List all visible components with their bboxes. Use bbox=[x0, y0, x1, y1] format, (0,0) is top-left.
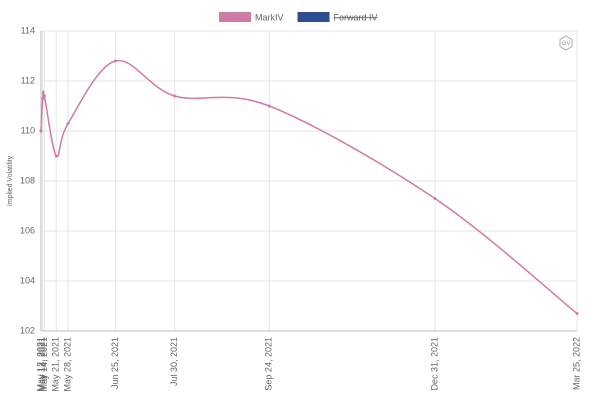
point bbox=[54, 154, 58, 158]
point bbox=[113, 59, 117, 63]
y-tick-label: 106 bbox=[20, 225, 35, 235]
y-tick-label: 104 bbox=[20, 275, 35, 285]
y-tick-label: 102 bbox=[20, 325, 35, 335]
legend-label: MarkIV bbox=[255, 12, 284, 22]
y-axis-title: Implied Volatility bbox=[7, 155, 14, 206]
logo-frame bbox=[559, 35, 573, 51]
legend-swatch bbox=[219, 12, 251, 22]
x-tick-label: Jul 30, 2021 bbox=[169, 337, 179, 386]
point bbox=[41, 97, 45, 100]
x-tick-label: May 21, 2021 bbox=[51, 337, 61, 392]
y-tick-label: 114 bbox=[21, 25, 35, 35]
x-tick-label: Dec 31, 2021 bbox=[429, 337, 439, 391]
point bbox=[267, 104, 271, 108]
point bbox=[66, 122, 70, 125]
x-tick-label: May 14, 2021 bbox=[39, 337, 49, 392]
x-tick-label: May 12, 2021 bbox=[35, 337, 45, 392]
x-tick-label: Mar 25, 2022 bbox=[571, 337, 581, 390]
y-tick-label: 108 bbox=[20, 175, 35, 185]
x-tick-label: Sep 24, 2021 bbox=[264, 337, 274, 391]
point bbox=[575, 312, 579, 315]
y-tick-label: 112 bbox=[21, 75, 35, 85]
point bbox=[42, 94, 46, 98]
line bbox=[40, 59, 578, 315]
point bbox=[39, 129, 43, 133]
legend-label: Forward IV bbox=[334, 12, 378, 22]
x-tick-label: May 28, 2021 bbox=[62, 337, 72, 392]
logo: GV bbox=[562, 41, 571, 47]
point bbox=[433, 197, 437, 200]
legend-swatch bbox=[297, 12, 330, 22]
x-tick-label: May 13, 2021 bbox=[37, 337, 47, 392]
y-tick-label: 110 bbox=[21, 125, 35, 135]
point bbox=[173, 94, 177, 98]
x-tick-label: Jun 25, 2021 bbox=[110, 337, 120, 389]
